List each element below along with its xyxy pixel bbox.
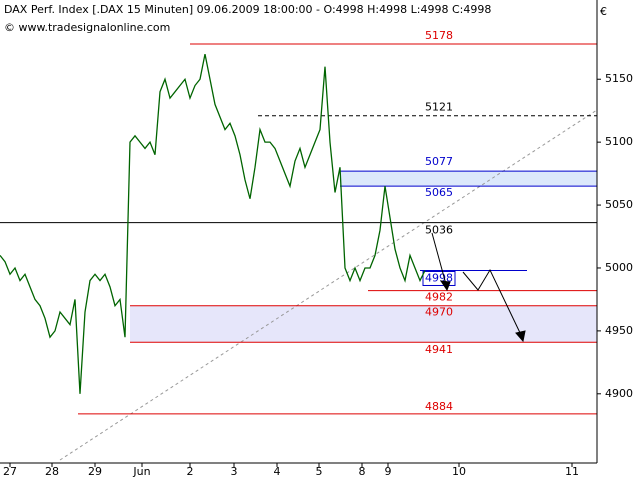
x-tick-label: 28 — [45, 465, 59, 478]
level-label: 4970 — [425, 306, 453, 319]
trend-line — [59, 109, 598, 461]
y-tick-label: 5150 — [605, 72, 633, 85]
level-label: 5178 — [425, 29, 453, 42]
y-tick-label: 4950 — [605, 324, 633, 337]
projection-arrows — [431, 232, 526, 343]
y-tick-label: 5050 — [605, 198, 633, 211]
x-tick-label: 10 — [452, 465, 466, 478]
x-tick-label: 4 — [274, 465, 281, 478]
y-tick-label: 5100 — [605, 135, 633, 148]
x-tick-label: 8 — [359, 465, 366, 478]
level-label: 5065 — [425, 186, 453, 199]
level-label: 5077 — [425, 155, 453, 168]
x-tick-label: 2 — [187, 465, 194, 478]
level-label: 4884 — [425, 400, 453, 413]
level-label: 4982 — [425, 291, 453, 304]
chart-title: DAX Perf. Index [.DAX 15 Minuten] 09.06.… — [4, 3, 491, 16]
x-tick-label: 9 — [385, 465, 392, 478]
x-tick-label: 29 — [88, 465, 102, 478]
level-band — [130, 305, 597, 343]
level-label: 4941 — [425, 343, 453, 356]
x-tick-label: 27 — [3, 465, 17, 478]
level-band — [340, 171, 597, 187]
level-label: 5121 — [425, 101, 453, 114]
level-label: 5036 — [425, 224, 453, 237]
x-tick-label: 5 — [316, 465, 323, 478]
x-tick-label: Jun — [132, 465, 150, 478]
chart-subtitle: © www.tradesignalonline.com — [4, 21, 170, 34]
x-tick-label: 11 — [565, 465, 579, 478]
y-tick-label: 4900 — [605, 387, 633, 400]
x-tick-label: 3 — [231, 465, 238, 478]
y-tick-label: 5000 — [605, 261, 633, 274]
y-unit: € — [600, 5, 607, 18]
price-line — [0, 53, 426, 394]
